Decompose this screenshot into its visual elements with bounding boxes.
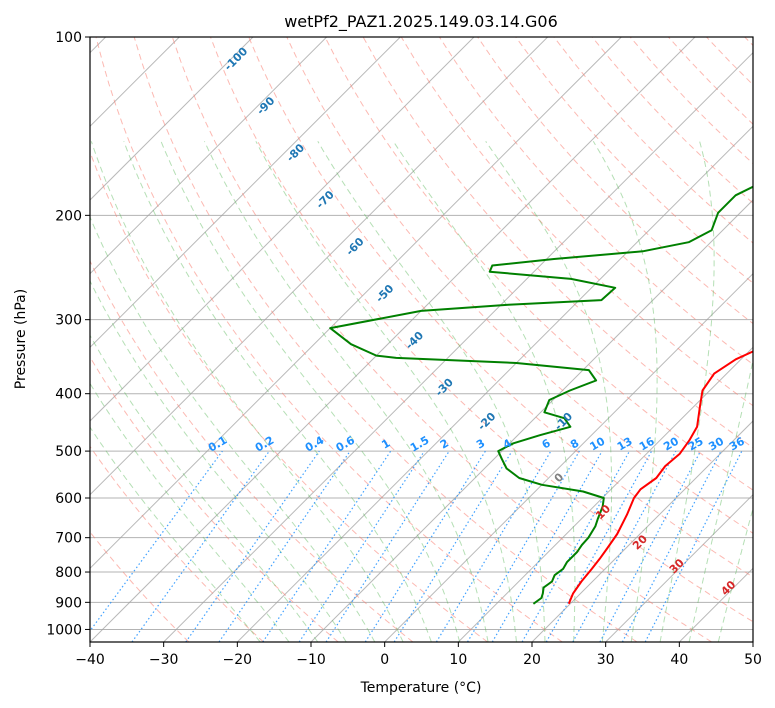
dry-adiabat-line (515, 37, 753, 284)
dry-adiabat-line (171, 37, 712, 642)
x-tick-label: −10 (296, 652, 326, 668)
mixing-ratio-line (572, 450, 677, 642)
mixing-ratio-line (325, 450, 450, 642)
moist-adiabat-line (203, 141, 489, 642)
moist-adiabat-line (90, 215, 376, 642)
y-tick-label: 1000 (46, 622, 82, 638)
moist-adiabat-line (123, 141, 432, 642)
x-tick-label: −40 (75, 652, 105, 668)
moist-adiabat-line (90, 382, 290, 642)
isotherm-line (236, 125, 753, 642)
mixing-ratio-line (393, 450, 513, 642)
y-tick-label: 100 (55, 30, 82, 46)
isotherm-line (90, 37, 696, 642)
moist-adiabat-line (717, 506, 753, 642)
moist-adiabat-line (592, 141, 658, 642)
mixing-ratio-line (545, 450, 653, 642)
x-tick-label: 30 (597, 652, 615, 668)
isotherm-line (90, 37, 328, 275)
y-tick-label: 800 (55, 565, 82, 581)
y-tick-label: 300 (55, 313, 82, 329)
dry-adiabat-line (90, 445, 264, 642)
dewpoint-profile-line (329, 185, 753, 605)
dry-adiabat-line (90, 259, 414, 642)
isotherm-line (90, 37, 254, 201)
y-tick-label: 600 (55, 491, 82, 507)
mixing-ratio-line (521, 450, 631, 642)
x-axis-label: Temperature (°C) (360, 680, 482, 696)
isotherm-line (90, 37, 622, 570)
y-tick-label: 700 (55, 531, 82, 547)
moist-adiabat-line (90, 279, 347, 642)
moist-adiabat-line (90, 426, 261, 642)
moist-adiabat-line (255, 141, 517, 642)
x-tick-label: −20 (223, 652, 253, 668)
x-tick-label: 40 (670, 652, 688, 668)
mixing-ratio-line (466, 450, 580, 642)
y-tick-label: 400 (55, 387, 82, 403)
dry-adiabat-line (95, 37, 563, 642)
moist-adiabat-line (160, 141, 461, 642)
mixing-ratio-line (364, 450, 486, 642)
moist-adiabat-line (485, 141, 613, 642)
dry-adiabat-line (133, 37, 638, 642)
isotherm-line (90, 37, 475, 422)
x-tick-label: 0 (380, 652, 389, 668)
y-axis-label: Pressure (hPa) (13, 289, 29, 389)
mixing-ratio-line (185, 450, 320, 642)
isotherm-line (163, 51, 753, 642)
mixing-ratio-line (218, 450, 351, 642)
dry-adiabat-line (90, 356, 339, 642)
moist-adiabat-line (688, 358, 753, 642)
x-tick-label: 10 (449, 652, 467, 668)
isotherm-line (531, 420, 753, 642)
x-tick-label: 50 (744, 652, 762, 668)
dry-adiabat-line (324, 37, 753, 491)
isotherm-line (605, 493, 753, 642)
isotherm-line (90, 37, 401, 349)
dry-adiabat-line (286, 37, 753, 534)
plot-frame (89, 36, 754, 643)
moist-adiabat-line (659, 141, 715, 642)
x-tick-label: −30 (149, 652, 179, 668)
mixing-ratio-line (435, 450, 552, 642)
isotherm-line (457, 346, 753, 642)
chart-title: wetPf2_PAZ1.2025.149.03.14.G06 (284, 12, 558, 32)
moist-adiabat-line (90, 141, 404, 642)
plot-area (90, 37, 753, 642)
moist-adiabat-line (90, 334, 319, 642)
isotherm-line (384, 272, 753, 642)
dry-adiabat-line (248, 37, 753, 578)
x-tick-label: 20 (523, 652, 541, 668)
y-tick-label: 200 (55, 208, 82, 224)
y-tick-label: 900 (55, 595, 82, 611)
temperature-profile-line (567, 350, 753, 605)
axes: −40 −30 −20 −10 0 10 20 30 40 50 100 200 300 400 500 60… (46, 30, 762, 668)
mixing-ratio-line (491, 450, 603, 642)
isotherm-line (90, 37, 549, 496)
y-tick-label: 500 (55, 444, 82, 460)
